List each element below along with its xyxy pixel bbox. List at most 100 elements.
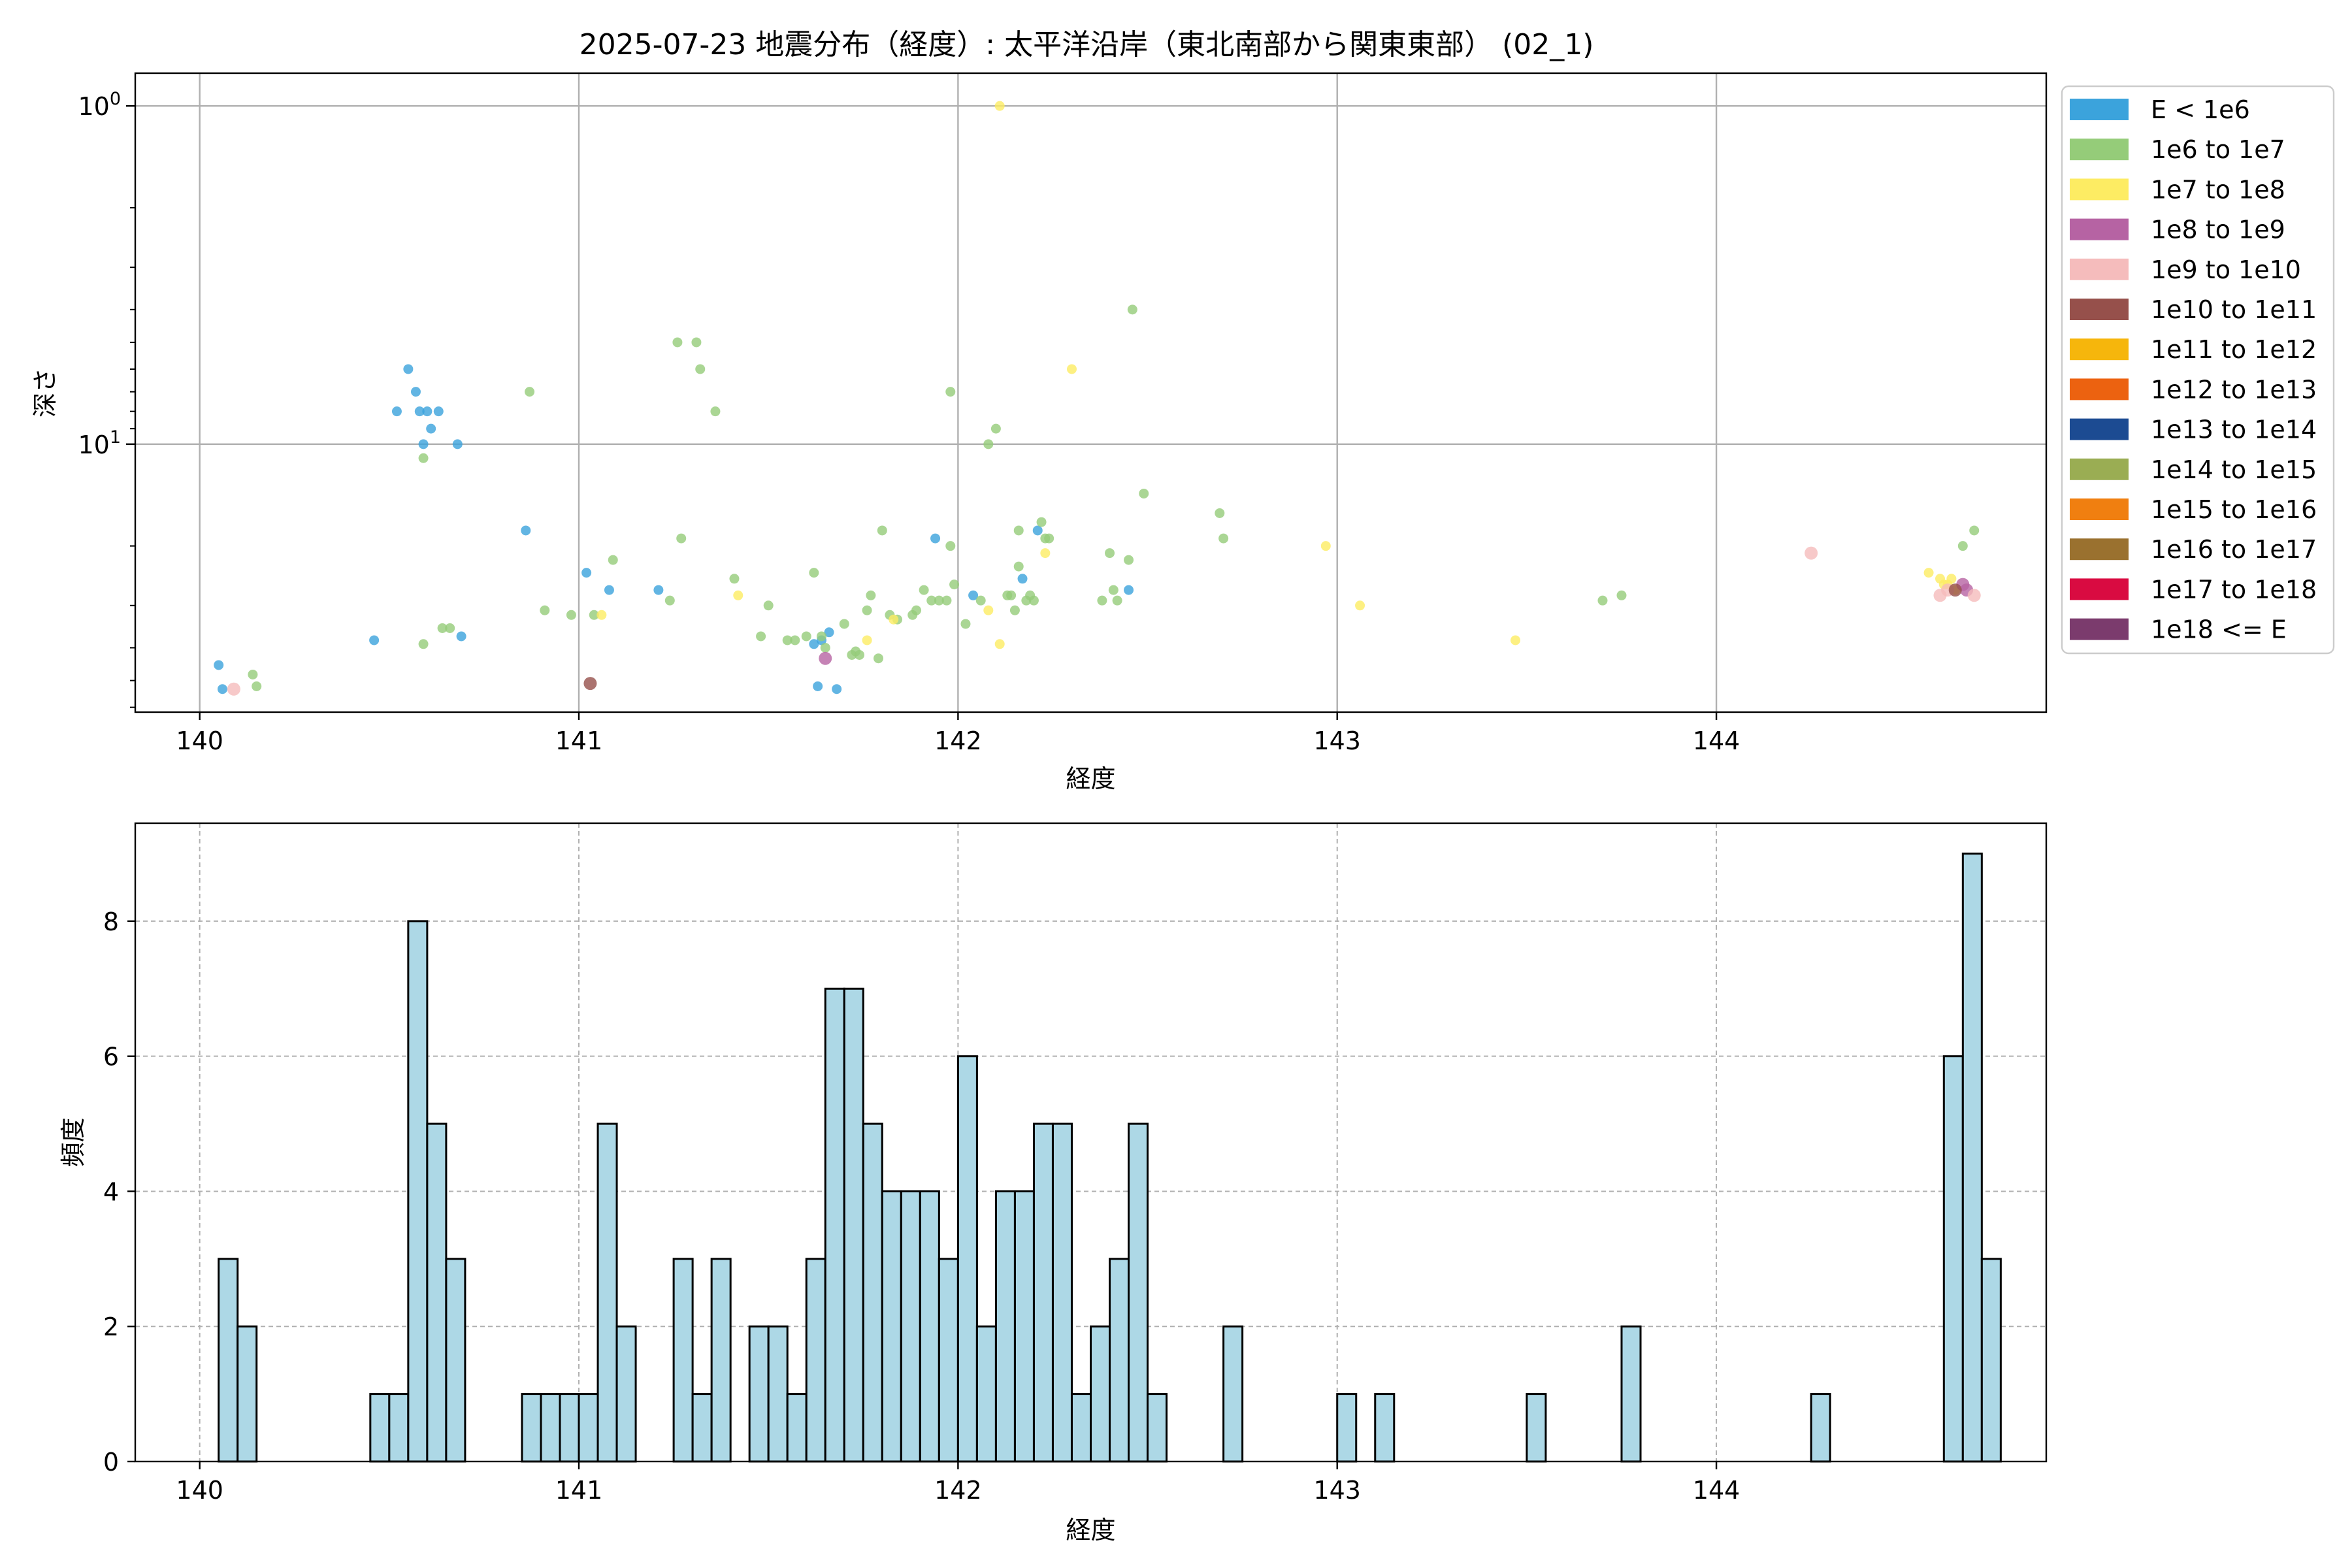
histogram-bar [956,1055,978,1463]
histogram-bar [672,1258,694,1463]
legend-label: 1e10 to 1e11 [2151,295,2317,324]
histogram-bar [843,987,864,1463]
y-tick-label: 4 [103,1177,119,1206]
legend-label: 1e6 to 1e7 [2151,135,2285,164]
scatter-point [945,387,956,397]
scatter-point [433,406,444,417]
scatter-point [521,525,531,536]
histogram-bar [540,1393,561,1463]
scatter-point [1218,533,1229,544]
scatter-point [1112,595,1122,606]
scatter-point [445,623,455,633]
histogram-bar [994,1190,1016,1463]
histogram-bar [1032,1122,1054,1463]
scatter-point [1320,541,1331,551]
histogram-bar [1980,1258,2002,1463]
scatter-point [874,653,883,664]
scatter-point [589,610,599,620]
scatter-point [1006,590,1017,600]
histogram-bar [862,1122,883,1463]
scatter-point [862,635,872,645]
legend-swatch [2070,178,2129,201]
scatter-point [763,600,774,611]
histogram-bar [1222,1325,1244,1463]
legend-label: 1e15 to 1e16 [2151,495,2317,524]
scatter-point [227,682,240,696]
scatter-point [839,619,849,629]
scatter-frame [134,72,2048,713]
scatter-point [1013,561,1024,572]
legend-swatch [2070,498,2129,520]
scatter-panel: 140 141 142 143 144 100 101 経度 深さ [31,72,2048,793]
histogram-bar [1128,1122,1149,1463]
scatter-point [911,605,922,615]
scatter-point [672,337,683,348]
legend-swatch [2070,618,2129,640]
scatter-point [391,406,402,417]
scatter-point [525,387,535,397]
scatter-point [248,669,258,679]
x-axis-label: 経度 [1066,1516,1115,1544]
y-tick-label: 2 [103,1313,119,1341]
histogram-bar [1620,1325,1642,1463]
histogram-bar [786,1393,808,1463]
legend: E < 1e6 1e6 to 1e7 1e7 to 1e8 1e8 to 1e9 1e9… [2061,85,2335,655]
legend-box [2061,85,2335,655]
histogram-bar [805,1258,826,1463]
histogram-bar [521,1393,542,1463]
x-tick-label: 140 [176,1476,223,1505]
y-tick-label: 101 [78,427,121,459]
scatter-point [983,605,994,615]
histogram-bar [596,1122,618,1463]
scatter-point [782,635,792,645]
histogram-bar [559,1393,580,1463]
scatter-point [1948,583,1962,597]
histogram-bar [938,1258,959,1463]
legend-label: 1e9 to 1e10 [2151,255,2301,284]
x-tick-label: 142 [934,727,982,755]
scatter-point [1355,600,1365,611]
histogram-bar [445,1258,466,1463]
histogram-bar [900,1190,921,1463]
scatter-point [1066,364,1077,374]
scatter-point [934,595,944,606]
scatter-point [691,337,702,348]
y-tick-label: 0 [103,1448,119,1477]
scatter-point [664,595,675,606]
scatter-point [809,568,819,578]
scatter-point [832,684,842,694]
scatter-point [1017,574,1028,584]
x-tick-label: 144 [1693,727,1740,755]
scatter-point [733,590,743,600]
x-tick-label: 141 [555,1476,603,1505]
legend-label: 1e18 <= E [2151,615,2287,644]
scatter-point [994,101,1005,111]
scatter-point [1805,546,1818,560]
legend-label: E < 1e6 [2151,95,2250,124]
scatter-point [824,627,834,638]
legend-label: 1e8 to 1e9 [2151,216,2285,244]
scatter-point [437,623,448,633]
scatter-point [1957,541,1968,551]
scatter-point [1108,585,1119,595]
legend-label: 1e14 to 1e15 [2151,455,2317,484]
scatter-point [790,635,800,645]
scatter-point [889,614,899,625]
scatter-point [418,439,429,449]
scatter-point [801,631,811,642]
y-tick-label: 100 [78,89,121,121]
scatter-point [1044,533,1054,544]
histogram-bar [218,1258,239,1463]
scatter-point [540,605,550,615]
scatter-point [1124,555,1134,565]
scatter-point [414,406,425,417]
scatter-point [1028,595,1039,606]
legend-swatch [2070,578,2129,600]
legend-label: 1e13 to 1e14 [2151,416,2317,444]
scatter-point [866,590,876,600]
scatter-point [756,631,766,642]
scatter-point [1036,517,1047,527]
histogram-bar [1147,1393,1168,1463]
scatter-point [676,533,687,544]
